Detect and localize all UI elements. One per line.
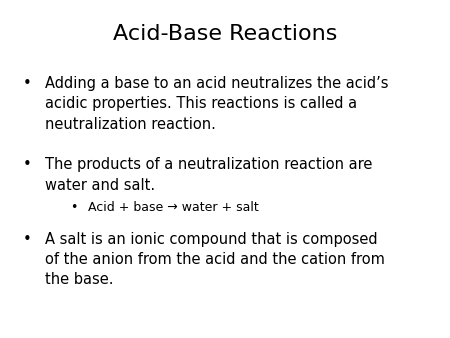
Text: •: • — [22, 76, 31, 91]
Text: •: • — [22, 157, 31, 172]
Text: A salt is an ionic compound that is composed
of the anion from the acid and the : A salt is an ionic compound that is comp… — [45, 232, 385, 287]
Text: •: • — [70, 201, 77, 214]
Text: •: • — [22, 232, 31, 246]
Text: Acid-Base Reactions: Acid-Base Reactions — [113, 24, 337, 44]
Text: The products of a neutralization reaction are
water and salt.: The products of a neutralization reactio… — [45, 157, 373, 193]
Text: Adding a base to an acid neutralizes the acid’s
acidic properties. This reaction: Adding a base to an acid neutralizes the… — [45, 76, 388, 132]
Text: Acid + base → water + salt: Acid + base → water + salt — [88, 201, 258, 214]
